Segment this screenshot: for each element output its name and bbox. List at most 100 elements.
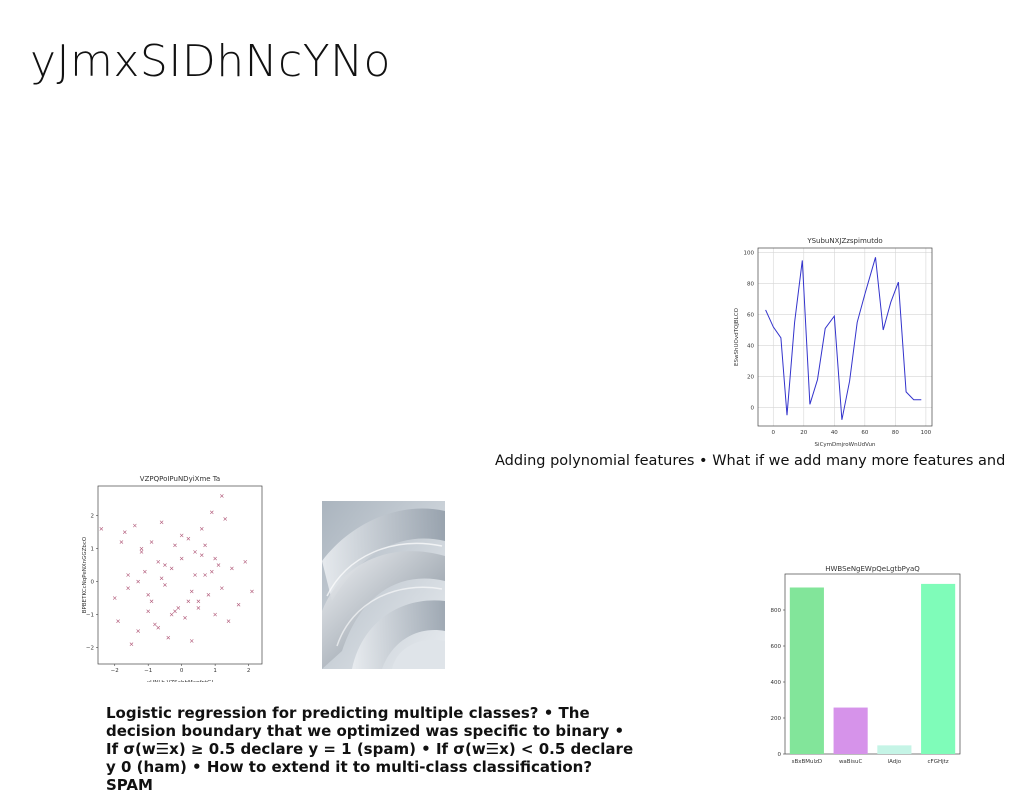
scatter-point <box>149 540 154 544</box>
x-tick-label: 20 <box>800 430 807 436</box>
scatter-point <box>216 563 221 567</box>
scatter-point-stroke <box>149 599 154 604</box>
scatter-point <box>163 583 167 587</box>
scatter-point <box>179 556 184 561</box>
scatter-point <box>166 635 171 640</box>
x-tick-label: 100 <box>921 430 932 436</box>
scatter-point <box>183 616 187 620</box>
scatter-point <box>146 592 151 597</box>
scatter-point-stroke <box>199 553 204 558</box>
scatter-point <box>139 546 144 551</box>
scatter-point <box>193 573 197 577</box>
scatter-point-stroke <box>136 579 140 584</box>
scatter-point <box>209 510 214 515</box>
scatter-point <box>126 586 130 590</box>
scatter-point-stroke <box>169 566 174 571</box>
scatter-point <box>189 639 194 643</box>
scatter-point-stroke <box>99 527 104 531</box>
scatter-point-stroke <box>149 540 154 544</box>
scatter-point <box>112 596 117 600</box>
scatter-point-stroke <box>163 583 167 587</box>
scatter-point-stroke <box>189 589 194 594</box>
slide-title: yJmxSIDhNcYNo <box>30 36 391 87</box>
scatter-point-stroke <box>169 612 174 617</box>
scatter-point <box>116 619 120 623</box>
y-tick-label: 600 <box>771 644 782 650</box>
scatter-point-stroke <box>163 563 167 567</box>
x-tick-label: 0 <box>772 430 776 436</box>
scatter-point <box>213 556 217 561</box>
scatter-point <box>236 602 241 607</box>
scatter-point-stroke <box>159 576 164 581</box>
scatter-point-stroke <box>220 494 224 498</box>
chart-title: HWBSeNgEWpQeLgtbPyaQ <box>825 565 920 573</box>
plot-frame <box>757 247 933 427</box>
plot-frame <box>97 485 263 665</box>
scatter-point <box>133 523 137 528</box>
scatter-point-stroke <box>213 612 217 617</box>
caption-text: Adding polynomial features • What if we … <box>495 453 1006 469</box>
scatter-point <box>199 527 204 531</box>
scatter-point <box>203 573 207 577</box>
y-tick-label: 0 <box>91 580 95 586</box>
scatter-point <box>149 599 154 604</box>
x-axis-label: SiCymDmjroWnUdVun <box>815 442 876 448</box>
scatter-point-stroke <box>143 569 147 574</box>
bar <box>921 583 956 754</box>
scatter-point <box>203 543 207 548</box>
y-tick-label: 200 <box>771 716 782 722</box>
abstract-folds-image <box>322 501 445 669</box>
scatter-point <box>220 494 224 498</box>
scatter-point <box>159 576 164 581</box>
scatter-point <box>169 566 174 571</box>
y-tick-label: 80 <box>747 282 754 288</box>
y-tick-label: 0 <box>778 752 782 758</box>
scatter-point-stroke <box>136 629 140 633</box>
scatter-point-stroke <box>179 533 184 538</box>
scatter-point <box>169 612 174 617</box>
scatter-point <box>176 606 181 610</box>
x-tick-label: lAdjo <box>888 759 902 765</box>
scatter-point-stroke <box>153 622 157 627</box>
bar <box>789 587 824 754</box>
scatter-point <box>186 599 191 604</box>
scatter-point-stroke <box>226 619 231 623</box>
scatter-point <box>156 625 161 630</box>
x-tick-label: 60 <box>861 430 868 436</box>
scatter-point-stroke <box>173 609 177 614</box>
bar <box>877 745 912 754</box>
line-chart: 0 20 40 60 80 100 0 20 40 60 80 100 YSubuNXJZzspimut… <box>730 232 940 452</box>
scatter-point <box>99 527 104 531</box>
scatter-point-stroke <box>193 550 197 554</box>
scatter-point <box>206 592 211 597</box>
x-tick-label: −1 <box>144 668 152 674</box>
scatter-point-stroke <box>186 536 191 541</box>
scatter-point-stroke <box>173 543 177 548</box>
x-tick-label: 1 <box>213 668 217 674</box>
scatter-point-stroke <box>126 573 130 577</box>
scatter-point <box>156 560 161 564</box>
y-axis-label: ESwShUOvdTQJBLCO <box>734 307 740 366</box>
x-axis-label: xUNLb VZSabbMapfntGJ <box>147 680 214 682</box>
scatter-point-stroke <box>250 589 254 594</box>
scatter-point-stroke <box>196 599 201 604</box>
y-tick-label: 1 <box>91 547 95 553</box>
line-chart-svg: 0 20 40 60 80 100 0 20 40 60 80 100 YSubuNXJZzspimut… <box>734 237 933 448</box>
scatter-point <box>189 589 194 594</box>
scatter-point-stroke <box>146 609 151 614</box>
y-tick-label: −1 <box>86 613 94 619</box>
scatter-point <box>196 606 201 610</box>
scatter-point <box>129 642 134 647</box>
scatter-point <box>250 589 254 594</box>
scatter-point-stroke <box>203 543 207 548</box>
y-tick-label: −2 <box>86 646 94 652</box>
scatter-point <box>136 629 140 633</box>
scatter-point <box>119 540 124 544</box>
line-series <box>765 257 922 420</box>
bar-chart-svg: 0 200 400 600 800 sBxBMulzD waBisuC lAdjo cFGHjt… <box>771 565 961 765</box>
x-tick-label: 80 <box>892 430 899 436</box>
scatter-point-stroke <box>213 556 217 561</box>
bar-chart: 0 200 400 600 800 sBxBMulzD waBisuC lAdjo cFGHjt… <box>755 560 970 770</box>
scatter-point-stroke <box>116 619 120 623</box>
scatter-point-stroke <box>230 566 234 571</box>
